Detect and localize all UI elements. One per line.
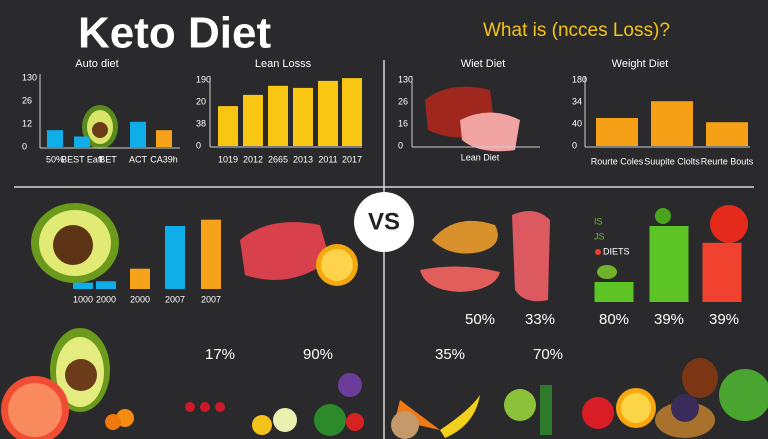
y-label: 26	[22, 95, 32, 105]
bar	[73, 282, 93, 289]
x-label: BET	[99, 154, 117, 164]
x-label: 2012	[243, 154, 263, 164]
bar	[74, 136, 90, 147]
note: IS	[594, 216, 603, 226]
bar	[165, 226, 185, 289]
x-label: 2000	[96, 294, 116, 304]
y-label: 0	[22, 141, 27, 151]
bar	[130, 121, 146, 147]
x-label: Suupite Clolts	[644, 156, 700, 166]
percent-label: 35%	[435, 346, 465, 363]
bar	[243, 94, 263, 146]
bar	[156, 130, 172, 147]
percent-label: 17%	[205, 346, 235, 363]
bar	[201, 219, 221, 289]
caption: Lean Diet	[461, 152, 500, 162]
x-label: 1000	[73, 294, 93, 304]
bar	[268, 85, 288, 146]
x-label: ACT	[129, 154, 148, 164]
percent-label: 80%	[599, 311, 629, 328]
x-label: 2013	[293, 154, 313, 164]
chart-title: Lean Losss	[255, 58, 312, 70]
x-label: BEST Eaft	[61, 154, 103, 164]
x-label: 2665	[268, 154, 288, 164]
percent-label: 39%	[654, 311, 684, 328]
y-label: 180	[572, 74, 587, 84]
x-label: 2007	[165, 294, 185, 304]
bar	[218, 106, 238, 146]
bar	[596, 118, 638, 146]
x-label: 50%	[46, 154, 64, 164]
y-label: 130	[398, 74, 413, 84]
x-label: 2007	[201, 294, 221, 304]
percent-label: 70%	[533, 346, 563, 363]
y-label: 0	[398, 140, 403, 150]
y-label: 20	[196, 96, 206, 106]
bar	[649, 226, 689, 302]
chart-title: Weight Diet	[612, 58, 669, 70]
y-label: 190	[196, 74, 211, 84]
y-label: 38	[196, 118, 206, 128]
bar	[293, 87, 313, 146]
y-label: 12	[22, 118, 32, 128]
note: JS	[594, 231, 605, 241]
y-label: 40	[572, 118, 582, 128]
x-label: 2000	[130, 294, 150, 304]
chart-title: Auto diet	[75, 58, 118, 70]
y-label: 0	[196, 140, 201, 150]
vs-text: VS	[368, 208, 400, 235]
y-label: 34	[572, 96, 582, 106]
bar	[706, 122, 748, 146]
bar	[130, 268, 150, 289]
x-label: Rourte Coles	[591, 156, 644, 166]
bar	[47, 130, 63, 147]
bar	[342, 78, 362, 146]
x-label: 1019	[218, 154, 238, 164]
percent-label: 50%	[465, 311, 495, 328]
x-label: 2017	[342, 154, 362, 164]
food-art	[1, 86, 768, 439]
bar	[594, 282, 634, 302]
y-label: 0	[572, 140, 577, 150]
note: DIETS	[603, 246, 630, 256]
bar	[651, 101, 693, 146]
bar	[318, 80, 338, 146]
chart-title: Wiet Diet	[461, 58, 506, 70]
percent-label: 33%	[525, 311, 555, 328]
percent-label: 39%	[709, 311, 739, 328]
bar	[96, 281, 116, 289]
note-dot	[595, 249, 601, 255]
percent-label: 90%	[303, 346, 333, 363]
y-label: 130	[22, 72, 37, 82]
question: What is (ncces Loss)?	[483, 20, 670, 41]
x-label: Reurte Bouts	[701, 156, 754, 166]
y-label: 26	[398, 96, 408, 106]
y-label: 16	[398, 118, 408, 128]
title: Keto Diet	[78, 9, 271, 58]
bar	[702, 242, 742, 302]
x-label: CA39h	[150, 154, 178, 164]
x-label: 2011	[318, 154, 337, 164]
vs-badge	[354, 192, 414, 252]
